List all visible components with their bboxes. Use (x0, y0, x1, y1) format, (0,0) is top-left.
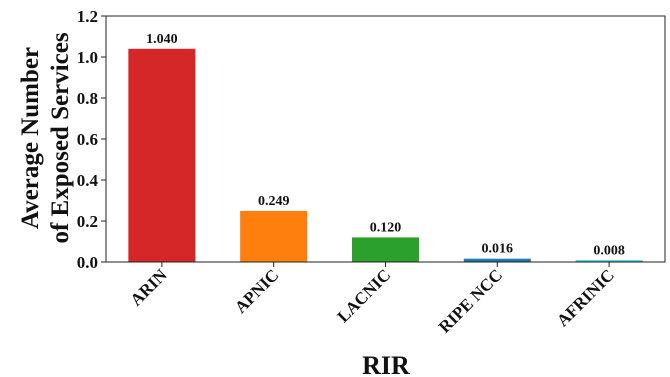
y-tick-label: 0.2 (77, 212, 98, 231)
bar-value-label: 0.016 (482, 242, 514, 257)
x-tick-label: APNIC (231, 265, 283, 317)
bar-arin (128, 48, 196, 262)
y-axis-title: Average Number of Exposed Services (17, 32, 74, 243)
y-axis: 0.0 0.2 0.4 0.6 0.8 1.0 1.2 (77, 7, 106, 272)
bar-value-label: 0.008 (593, 243, 625, 258)
value-labels-group: 1.040 0.249 0.120 0.016 0.008 (146, 32, 625, 259)
y-axis-title-line-2: of Exposed Services (47, 32, 74, 243)
bar-afrinic (575, 260, 643, 262)
x-axis: ARIN APNIC LACNIC RIPE NCC AFRINIC (127, 262, 618, 337)
bars-group (128, 48, 643, 262)
bar-value-label: 1.040 (146, 32, 178, 47)
bar-apnic (240, 210, 308, 262)
y-tick-label: 1.0 (77, 48, 98, 67)
x-tick-label: AFRINIC (553, 265, 618, 330)
x-tick-label: LACNIC (333, 265, 394, 326)
y-tick-label: 0.6 (77, 130, 98, 149)
y-tick-label: 1.2 (77, 7, 98, 26)
bar-lacnic (351, 237, 420, 262)
y-axis-title-line-1: Average Number (17, 47, 44, 229)
bar-value-label: 0.249 (258, 194, 290, 209)
y-tick-label: 0.4 (77, 171, 99, 190)
y-tick-label: 0.0 (77, 253, 98, 272)
plot-frame (105, 15, 666, 263)
x-tick-label: RIPE NCC (435, 265, 506, 336)
x-axis-title: RIR (362, 351, 410, 377)
bar-value-label: 0.120 (370, 220, 402, 235)
x-tick-label: ARIN (127, 265, 172, 310)
bar-ripe-ncc (463, 258, 531, 262)
y-tick-label: 0.8 (77, 89, 98, 108)
